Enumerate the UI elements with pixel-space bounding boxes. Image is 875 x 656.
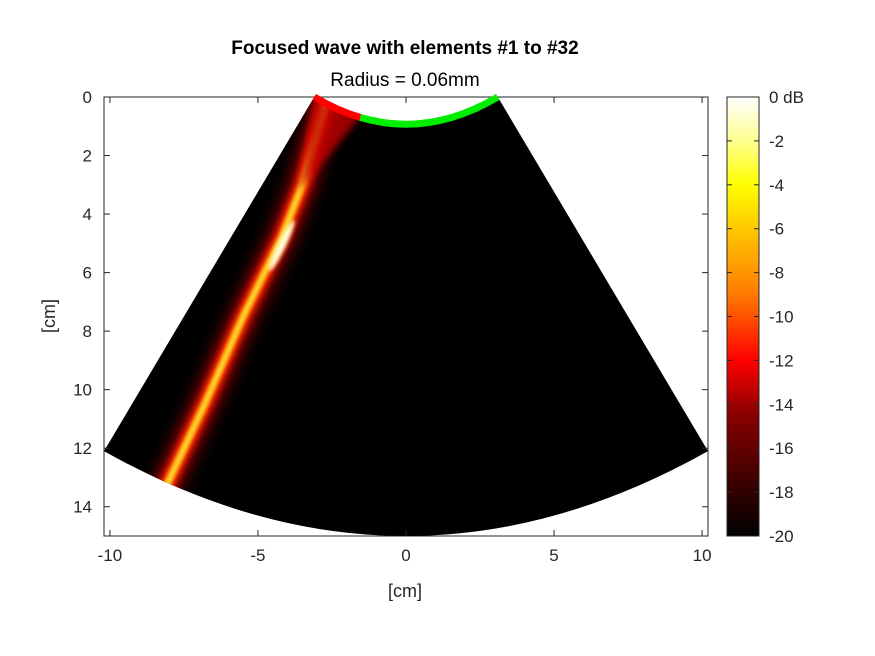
y-tick-label: 0 — [83, 88, 92, 107]
colorbar-tick-label: 0 dB — [769, 88, 804, 107]
y-tick-label: 12 — [73, 439, 92, 458]
x-tick-label: 5 — [549, 546, 558, 565]
x-tick-label: 10 — [693, 546, 712, 565]
chart-title: Focused wave with elements #1 to #32 — [231, 38, 578, 59]
y-tick-label: 6 — [83, 264, 92, 283]
beam-intensity — [151, 97, 361, 502]
y-tick-label: 10 — [73, 381, 92, 400]
colorbar-tick-label: -6 — [769, 220, 784, 239]
y-tick-label: 8 — [83, 322, 92, 341]
image-sector — [104, 97, 708, 536]
colorbar-tick-label: -20 — [769, 527, 794, 546]
beam-near-field — [299, 97, 361, 191]
y-tick-label: 2 — [83, 147, 92, 166]
colorbar-tick-label: -10 — [769, 308, 794, 327]
colorbar-tick-label: -18 — [769, 483, 794, 502]
beam-focus — [268, 220, 295, 271]
colorbar-tick-label: -16 — [769, 439, 794, 458]
y-tick-label: 4 — [83, 205, 92, 224]
colorbar-tick-label: -2 — [769, 132, 784, 151]
colorbar-tick-label: -12 — [769, 351, 794, 370]
colorbar-tick-label: -4 — [769, 176, 784, 195]
x-axis-label: [cm] — [388, 581, 422, 601]
y-tick-label: 14 — [73, 498, 92, 517]
transducer-active-elements — [312, 93, 362, 121]
x-tick-label: -5 — [250, 546, 265, 565]
chart-subtitle: Radius = 0.06mm — [330, 70, 479, 91]
y-axis: 0 2 4 6 8 10 12 14 — [73, 88, 708, 517]
colorbar-tick-label: -8 — [769, 264, 784, 283]
x-tick-label: 0 — [401, 546, 410, 565]
transducer-inactive-elements — [359, 93, 500, 128]
x-tick-label: -10 — [98, 546, 123, 565]
colorbar-ticks: 0 dB -2 -4 -6 -8 -10 -12 -14 -16 -18 -20 — [727, 88, 804, 546]
colorbar-tick-label: -14 — [769, 395, 794, 414]
x-axis: -10 -5 0 5 10 — [98, 97, 712, 565]
y-axis-label: [cm] — [39, 299, 59, 333]
